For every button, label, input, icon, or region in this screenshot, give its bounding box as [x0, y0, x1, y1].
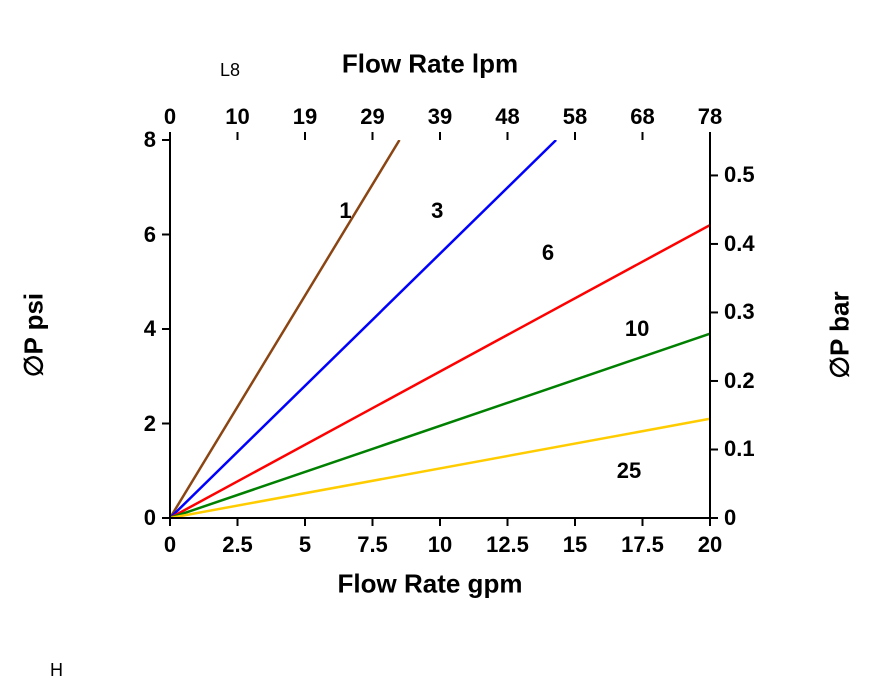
yr-tick-1: 0.1 [724, 436, 755, 462]
xb-tick-8: 20 [698, 532, 722, 558]
xb-tick-3: 7.5 [357, 532, 388, 558]
xt-tick-4: 39 [428, 104, 452, 130]
axis-title-right: ∅P bar [825, 291, 856, 378]
xt-tick-5: 48 [495, 104, 519, 130]
series-label-3: 3 [431, 198, 443, 224]
xb-tick-6: 15 [563, 532, 587, 558]
xt-tick-3: 29 [360, 104, 384, 130]
xb-tick-0: 0 [164, 532, 176, 558]
yr-tick-5: 0.5 [724, 162, 755, 188]
xt-tick-8: 78 [698, 104, 722, 130]
axis-title-right-prefix: ∅ [825, 356, 855, 379]
xt-tick-0: 0 [164, 104, 176, 130]
yr-tick-2: 0.2 [724, 368, 755, 394]
series-label-1: 1 [339, 198, 351, 224]
yr-tick-3: 0.3 [724, 299, 755, 325]
axis-title-left: ∅P psi [19, 293, 50, 377]
corner-label: H [50, 660, 63, 681]
yl-tick-3: 6 [144, 222, 156, 248]
xb-tick-2: 5 [299, 532, 311, 558]
small-label-text: L8 [220, 60, 240, 80]
series-label-10: 10 [625, 316, 649, 342]
xt-tick-2: 19 [293, 104, 317, 130]
axis-title-bottom: Flow Rate gpm [338, 569, 523, 600]
yl-tick-2: 4 [144, 316, 156, 342]
axis-title-top: Flow Rate lpm [342, 49, 518, 80]
yl-tick-0: 0 [144, 505, 156, 531]
corner-label-text: H [50, 660, 63, 680]
xb-tick-5: 12.5 [486, 532, 529, 558]
yr-tick-4: 0.4 [724, 231, 755, 257]
xb-tick-1: 2.5 [222, 532, 253, 558]
yr-tick-0: 0 [724, 505, 736, 531]
axis-title-bottom-text: Flow Rate gpm [338, 569, 523, 599]
axis-title-right-text: P bar [825, 291, 855, 356]
yl-tick-1: 2 [144, 411, 156, 437]
yl-tick-4: 8 [144, 127, 156, 153]
xb-tick-7: 17.5 [621, 532, 664, 558]
xb-tick-4: 10 [428, 532, 452, 558]
axis-title-left-prefix: ∅ [19, 355, 49, 378]
chart-stage: { "canvas": { "width": 876, "height": 68… [0, 0, 876, 682]
xt-tick-1: 10 [225, 104, 249, 130]
axis-title-left-text: P psi [19, 293, 49, 355]
series-label-25: 25 [617, 458, 641, 484]
xt-tick-6: 58 [563, 104, 587, 130]
small-label: L8 [220, 60, 240, 81]
xt-tick-7: 68 [630, 104, 654, 130]
series-label-6: 6 [542, 240, 554, 266]
axis-title-top-text: Flow Rate lpm [342, 49, 518, 79]
